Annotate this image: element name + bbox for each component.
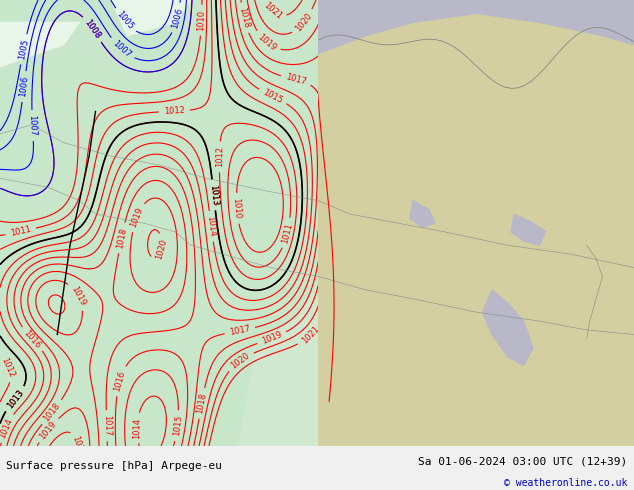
Polygon shape <box>511 214 546 245</box>
Text: 1008: 1008 <box>83 18 102 40</box>
Text: 1013: 1013 <box>208 184 219 206</box>
Text: 1017: 1017 <box>102 415 112 437</box>
Text: 1014: 1014 <box>133 417 142 439</box>
Text: 1005: 1005 <box>17 38 30 60</box>
Text: 1018: 1018 <box>115 227 128 249</box>
Polygon shape <box>112 0 191 36</box>
Text: 1015: 1015 <box>172 415 183 437</box>
Text: 1019: 1019 <box>261 330 283 346</box>
Text: 1006: 1006 <box>171 6 184 29</box>
Text: Surface pressure [hPa] Arpege-eu: Surface pressure [hPa] Arpege-eu <box>6 461 223 471</box>
Text: 1010: 1010 <box>231 197 242 219</box>
Polygon shape <box>0 22 80 67</box>
Text: 1011: 1011 <box>10 225 32 239</box>
Text: 1020: 1020 <box>294 11 314 33</box>
Text: 1019: 1019 <box>256 32 278 53</box>
Polygon shape <box>318 0 634 53</box>
Text: 1014: 1014 <box>205 215 217 237</box>
Text: 1018: 1018 <box>237 6 251 29</box>
Text: 1018: 1018 <box>195 392 208 415</box>
Text: 1005: 1005 <box>115 10 135 32</box>
Text: © weatheronline.co.uk: © weatheronline.co.uk <box>504 478 628 489</box>
Text: 1007: 1007 <box>27 115 37 136</box>
Text: 1017: 1017 <box>285 73 307 87</box>
Text: 1007: 1007 <box>111 39 133 60</box>
Polygon shape <box>410 201 435 227</box>
Text: 1012: 1012 <box>164 106 185 116</box>
Text: 1020: 1020 <box>70 435 86 457</box>
Text: 1013: 1013 <box>5 388 25 410</box>
Polygon shape <box>238 290 318 446</box>
Text: 1019: 1019 <box>69 285 87 307</box>
Text: Sa 01-06-2024 03:00 UTC (12+39): Sa 01-06-2024 03:00 UTC (12+39) <box>418 456 628 466</box>
Text: 1012: 1012 <box>215 147 224 168</box>
Text: 1013: 1013 <box>5 388 25 410</box>
Text: 1019: 1019 <box>129 206 145 229</box>
Text: 1014: 1014 <box>0 416 14 440</box>
Text: 1006: 1006 <box>18 75 30 98</box>
Polygon shape <box>482 290 533 366</box>
Text: 1016: 1016 <box>22 328 42 350</box>
Text: 1016: 1016 <box>113 369 127 392</box>
Text: 1010: 1010 <box>197 9 207 31</box>
Text: 1011: 1011 <box>280 222 294 245</box>
Text: 1015: 1015 <box>261 88 284 105</box>
Text: 1020: 1020 <box>154 238 168 260</box>
Text: 1012: 1012 <box>0 356 16 379</box>
Text: 1017: 1017 <box>229 324 251 337</box>
Text: 1019: 1019 <box>38 419 58 441</box>
Text: 1018: 1018 <box>42 401 62 423</box>
Text: 1013: 1013 <box>208 184 219 206</box>
Text: 1021: 1021 <box>300 324 321 345</box>
Text: 1008: 1008 <box>83 18 102 40</box>
Text: 1021: 1021 <box>261 1 283 22</box>
Text: 1020: 1020 <box>229 351 252 370</box>
